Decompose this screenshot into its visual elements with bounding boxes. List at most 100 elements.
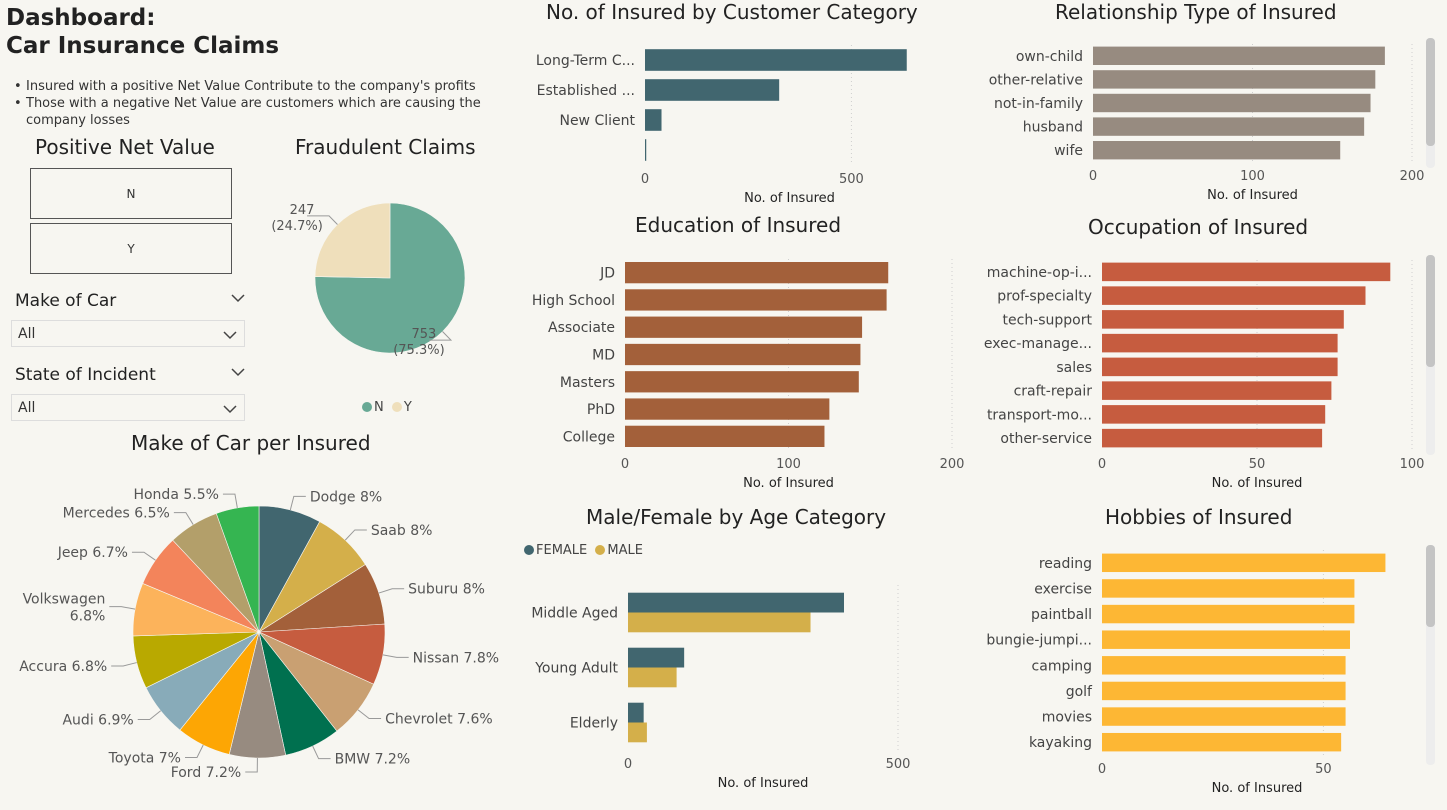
x-axis-label: No. of Insured xyxy=(1207,188,1298,203)
state-dropdown-value: All xyxy=(18,400,36,416)
state-dropdown[interactable]: All xyxy=(11,394,245,421)
bar-established xyxy=(645,79,780,101)
leader-line xyxy=(185,744,204,759)
bar-husband xyxy=(1093,117,1365,136)
leader-line xyxy=(245,757,258,773)
slice-label-saab-8: Saab 8% xyxy=(371,523,433,539)
category-label-young-adult: Young Adult xyxy=(534,661,618,677)
notes: Insured with a positive Net Value Contri… xyxy=(14,78,514,129)
chevron-down-icon xyxy=(223,331,237,340)
leader-line xyxy=(382,654,409,658)
legend-n-label: N xyxy=(374,400,384,415)
category-label-own-child: own-child xyxy=(1016,49,1083,65)
slice-label-bmw-7-2: BMW 7.2% xyxy=(335,752,411,768)
title-line-1: Dashboard: xyxy=(6,5,156,31)
make-collapse-chevron-icon[interactable] xyxy=(230,293,246,303)
bar-young-adult-female xyxy=(628,647,685,668)
bar-exec-manage xyxy=(1102,333,1338,353)
leader-line xyxy=(131,551,156,561)
slice-label-nissan-7-8: Nissan 7.8% xyxy=(413,650,499,666)
category-label-long-term-c: Long-Term C... xyxy=(536,53,635,69)
hobbies-scroll-thumb[interactable] xyxy=(1426,545,1435,627)
bar-blank xyxy=(645,139,647,161)
x-tick-label: 0 xyxy=(624,757,632,772)
relationship-scrollbar[interactable] xyxy=(1426,38,1435,168)
fraud-pie-chart: 753(75.3%) 247(24.7%) xyxy=(271,202,466,358)
hobbies-scrollbar[interactable] xyxy=(1426,545,1435,765)
leader-line xyxy=(137,710,161,721)
bar-college xyxy=(625,425,825,447)
pie-slice-y xyxy=(314,202,391,279)
gender-legend: FEMALE MALE xyxy=(524,543,643,558)
make-filter-label: Make of Car xyxy=(15,291,117,311)
relationship-scroll-thumb[interactable] xyxy=(1426,38,1435,146)
bar-wife xyxy=(1093,140,1341,160)
make-pie-chart: Dodge 8% Saab 8% Suburu 8% Nissan 7.8% Chevr… xyxy=(19,487,499,781)
category-label-md: MD xyxy=(592,348,615,364)
category-label-associate: Associate xyxy=(548,320,615,336)
category-label-craft-repair: craft-repair xyxy=(1014,384,1093,400)
occupation-scroll-thumb[interactable] xyxy=(1426,255,1435,367)
bar-bungie-jumpi xyxy=(1102,630,1350,649)
slice-label-mercedes-6-5: Mercedes 6.5% xyxy=(63,506,170,522)
bar-craft-repair xyxy=(1102,381,1332,400)
bar-middle-aged-male xyxy=(628,612,811,633)
slice-label-ford-7-2: Ford 7.2% xyxy=(171,765,242,781)
net-value-option-y[interactable]: Y xyxy=(30,223,232,274)
note-loss: Those with a negative Net Value are cust… xyxy=(14,95,514,129)
x-axis-label: No. of Insured xyxy=(1212,476,1303,491)
bar-young-adult-male xyxy=(628,667,677,688)
leader-line xyxy=(307,215,338,225)
category-label-husband: husband xyxy=(1023,120,1083,136)
bar-tech-support xyxy=(1102,310,1344,329)
leader-line xyxy=(378,588,405,594)
bar-associate xyxy=(625,316,863,338)
category-label-bungie-jumpi: bungie-jumpi... xyxy=(986,633,1092,649)
category-label-movies: movies xyxy=(1042,710,1092,726)
gender-age-bar-chart: 0 500 No. of Insured Middle Aged Young Adult… xyxy=(531,585,910,791)
bar-camping xyxy=(1102,656,1346,675)
state-collapse-chevron-icon[interactable] xyxy=(230,367,246,377)
occupation-chart-title: Occupation of Insured xyxy=(1088,215,1309,239)
bar-not-in-family xyxy=(1093,93,1371,113)
occupation-bar-chart: 0 50 100 No. of Insured machine-op-i... prof-… xyxy=(984,260,1424,491)
legend-male-label: MALE xyxy=(607,543,643,558)
x-tick-label: 50 xyxy=(1315,762,1332,777)
category-label-camping: camping xyxy=(1032,658,1092,674)
bar-machine-op-i xyxy=(1102,262,1391,282)
x-tick-label: 0 xyxy=(1098,457,1106,472)
bar-jd xyxy=(625,262,889,284)
make-dropdown[interactable]: All xyxy=(11,320,245,347)
net-value-option-n[interactable]: N xyxy=(30,168,232,219)
slice-label-volkswagen-6-8: Volkswagen xyxy=(23,592,106,608)
category-label-tech-support: tech-support xyxy=(1003,312,1093,328)
slice-label-toyota-7: Toyota 7% xyxy=(108,751,181,767)
leader-line xyxy=(222,493,238,508)
bar-transport-mo xyxy=(1102,405,1326,424)
category-bar-chart: 0 500 No. of Insured Long-Term C... Establis… xyxy=(536,45,907,206)
category-label-phd: PhD xyxy=(587,402,615,418)
leader-line xyxy=(344,529,367,541)
fraud-legend: N Y xyxy=(362,400,412,415)
bar-sales xyxy=(1102,357,1338,377)
slice-label-suburu-8: Suburu 8% xyxy=(408,582,485,598)
category-label-paintball: paintball xyxy=(1031,607,1092,623)
bar-other-relative xyxy=(1093,70,1376,89)
leader-line xyxy=(289,495,306,511)
x-axis-label: No. of Insured xyxy=(718,776,809,791)
category-label-machine-op-i: machine-op-i... xyxy=(987,265,1092,281)
x-tick-label: 200 xyxy=(940,457,965,472)
education-chart-title: Education of Insured xyxy=(635,213,842,237)
x-tick-label: 100 xyxy=(776,457,801,472)
leader-line xyxy=(428,331,453,341)
chevron-down-icon xyxy=(223,405,237,414)
category-label-prof-specialty: prof-specialty xyxy=(997,289,1092,305)
leader-line xyxy=(109,606,136,610)
leader-line xyxy=(312,745,331,760)
bar-elderly-male xyxy=(628,722,647,743)
slice-value-y: 247 xyxy=(290,203,315,218)
category-label-not-in-family: not-in-family xyxy=(994,96,1083,112)
relationship-bar-chart: 0 100 200 No. of Insured own-child other-rela… xyxy=(989,44,1424,203)
fraud-chart-title: Fraudulent Claims xyxy=(295,135,476,159)
occupation-scrollbar[interactable] xyxy=(1426,255,1435,455)
